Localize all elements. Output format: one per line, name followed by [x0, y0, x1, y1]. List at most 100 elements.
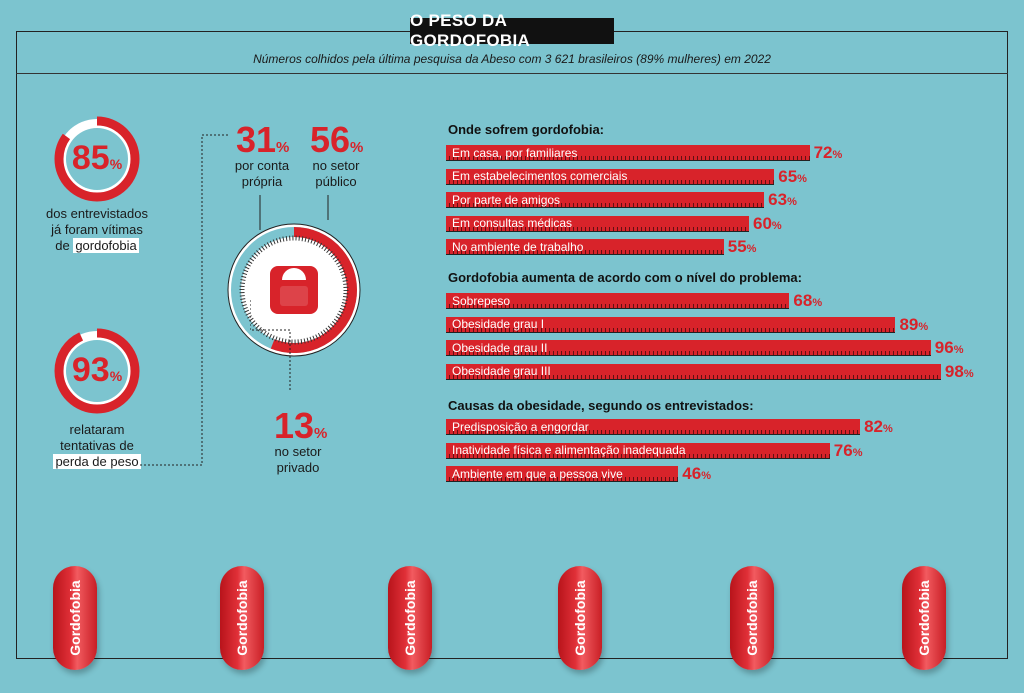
bar-value: 76% — [833, 440, 863, 462]
bar-underline — [446, 160, 810, 161]
bar-value-unit: % — [797, 172, 807, 185]
pill: Gordofobia — [220, 566, 264, 670]
bar-value-unit: % — [963, 367, 974, 380]
bar-value: 60% — [753, 213, 782, 235]
bar-underline — [446, 230, 749, 232]
chart-title-1: Gordofobia aumenta de acordo com o nível… — [448, 270, 802, 285]
bar-value: 98% — [944, 361, 974, 383]
bar-value-number: 98 — [944, 361, 964, 381]
ring-85 — [54, 116, 140, 202]
bar-value-number: 46 — [682, 464, 702, 483]
gauge-connectors — [250, 195, 329, 390]
bar — [446, 419, 861, 434]
bar-value-number: 65 — [778, 166, 798, 186]
stat-85-value: 85% — [71, 139, 123, 177]
connector-line — [140, 134, 230, 466]
bar — [446, 442, 830, 458]
bar-value-number: 82 — [864, 417, 884, 436]
bar — [446, 215, 749, 231]
bar-underline — [446, 308, 790, 309]
subtitle-rule — [16, 73, 1008, 74]
bar-value-unit: % — [918, 320, 929, 333]
bar-value-number: 96 — [934, 338, 954, 357]
bar-value-unit: % — [746, 243, 757, 255]
bar-value-unit: % — [883, 423, 893, 435]
stat-85-caption: dos entrevistados já foram vítimas de go… — [46, 206, 148, 253]
pill: Gordofobia — [730, 566, 774, 670]
bar-value-unit: % — [832, 149, 843, 161]
bar-underline — [446, 378, 941, 380]
bar-underline — [446, 481, 679, 482]
bar-value-number: 60 — [753, 213, 772, 233]
pill: Gordofobia — [902, 566, 946, 670]
scale-icon — [270, 266, 318, 314]
bar-underline — [446, 183, 775, 185]
bar-label: Obesidade grau I — [452, 317, 545, 331]
bar-value: 96% — [935, 339, 964, 359]
weight-loss-gauge — [227, 223, 361, 357]
bar-value-number: 76 — [833, 440, 853, 460]
bar — [446, 145, 810, 160]
bar-value-unit: % — [852, 446, 863, 459]
stat-93-value: 93% — [71, 351, 123, 389]
ring-85-arc — [54, 116, 140, 202]
bar-underline — [446, 355, 931, 356]
bar-label: Sobrepeso — [452, 293, 511, 308]
bar-value-number: 68 — [793, 291, 813, 310]
stat-93-caption: relataram tentativas de perda de peso — [53, 422, 141, 469]
bar-value: 46% — [682, 465, 711, 485]
ring-93-arc — [54, 328, 140, 414]
bar-value: 68% — [793, 292, 822, 312]
gauge-arc-56 — [270, 227, 357, 353]
bar-label: Em casa, por familiares — [452, 145, 578, 160]
frame-left — [16, 31, 17, 659]
bar-underline — [446, 207, 765, 208]
stat-31-caption: por conta própria — [234, 158, 290, 189]
bar — [446, 316, 896, 332]
ring-93 — [54, 328, 140, 414]
chart-title-0: Onde sofrem gordofobia: — [448, 122, 604, 137]
frame-right — [1007, 31, 1008, 659]
bar-underline — [446, 254, 724, 255]
stat-31-value: 31% — [236, 119, 290, 160]
bar-value: 63% — [768, 191, 797, 211]
bar-value-number: 63 — [768, 190, 788, 209]
page-subtitle: Números colhidos pela última pesquisa da… — [253, 52, 771, 66]
bar — [446, 363, 941, 379]
bar-underline — [446, 331, 896, 333]
bar-label: Predisposição a engordar — [452, 419, 589, 434]
bar-label: No ambiente de trabalho — [452, 239, 584, 254]
bar — [446, 168, 775, 184]
bar-value: 82% — [864, 418, 893, 438]
page-title: O PESO DA GORDOFOBIA — [410, 11, 614, 50]
bar-label: Obesidade grau III — [452, 364, 551, 378]
bar-value: 72% — [814, 144, 843, 164]
frame-bottom — [16, 658, 1008, 659]
bar-value: 55% — [728, 238, 757, 258]
bar-underline — [446, 434, 861, 435]
stat-13-caption: no setor privado — [274, 444, 322, 475]
stat-56-value: 56% — [310, 119, 364, 160]
bar-label: Obesidade grau II — [452, 340, 548, 355]
bar-value-unit: % — [701, 470, 711, 482]
bar-value-unit: % — [771, 219, 782, 232]
bar-value-unit: % — [812, 297, 823, 309]
stat-13-value: 13% — [274, 405, 328, 446]
pill: Gordofobia — [558, 566, 602, 670]
bar-label: Inatividade física e alimentação inadequ… — [452, 443, 686, 457]
bar-value: 89% — [899, 314, 929, 336]
bar-value-number: 55 — [727, 237, 747, 256]
stat-56-caption: no setor público — [312, 158, 360, 189]
bar-value-number: 89 — [899, 314, 919, 334]
bar-value-unit: % — [787, 196, 797, 208]
bar-label: Em estabelecimentos comerciais — [452, 169, 628, 183]
bar-label: Ambiente em que a pessoa vive — [452, 466, 623, 481]
bar-value-unit: % — [953, 344, 964, 356]
pill: Gordofobia — [53, 566, 97, 670]
bar — [446, 466, 679, 481]
bar — [446, 293, 790, 308]
bar-underline — [446, 457, 830, 459]
chart-title-2: Causas da obesidade, segundo os entrevis… — [448, 398, 754, 413]
bar-label: Por parte de amigos — [452, 192, 561, 207]
pill: Gordofobia — [388, 566, 432, 670]
